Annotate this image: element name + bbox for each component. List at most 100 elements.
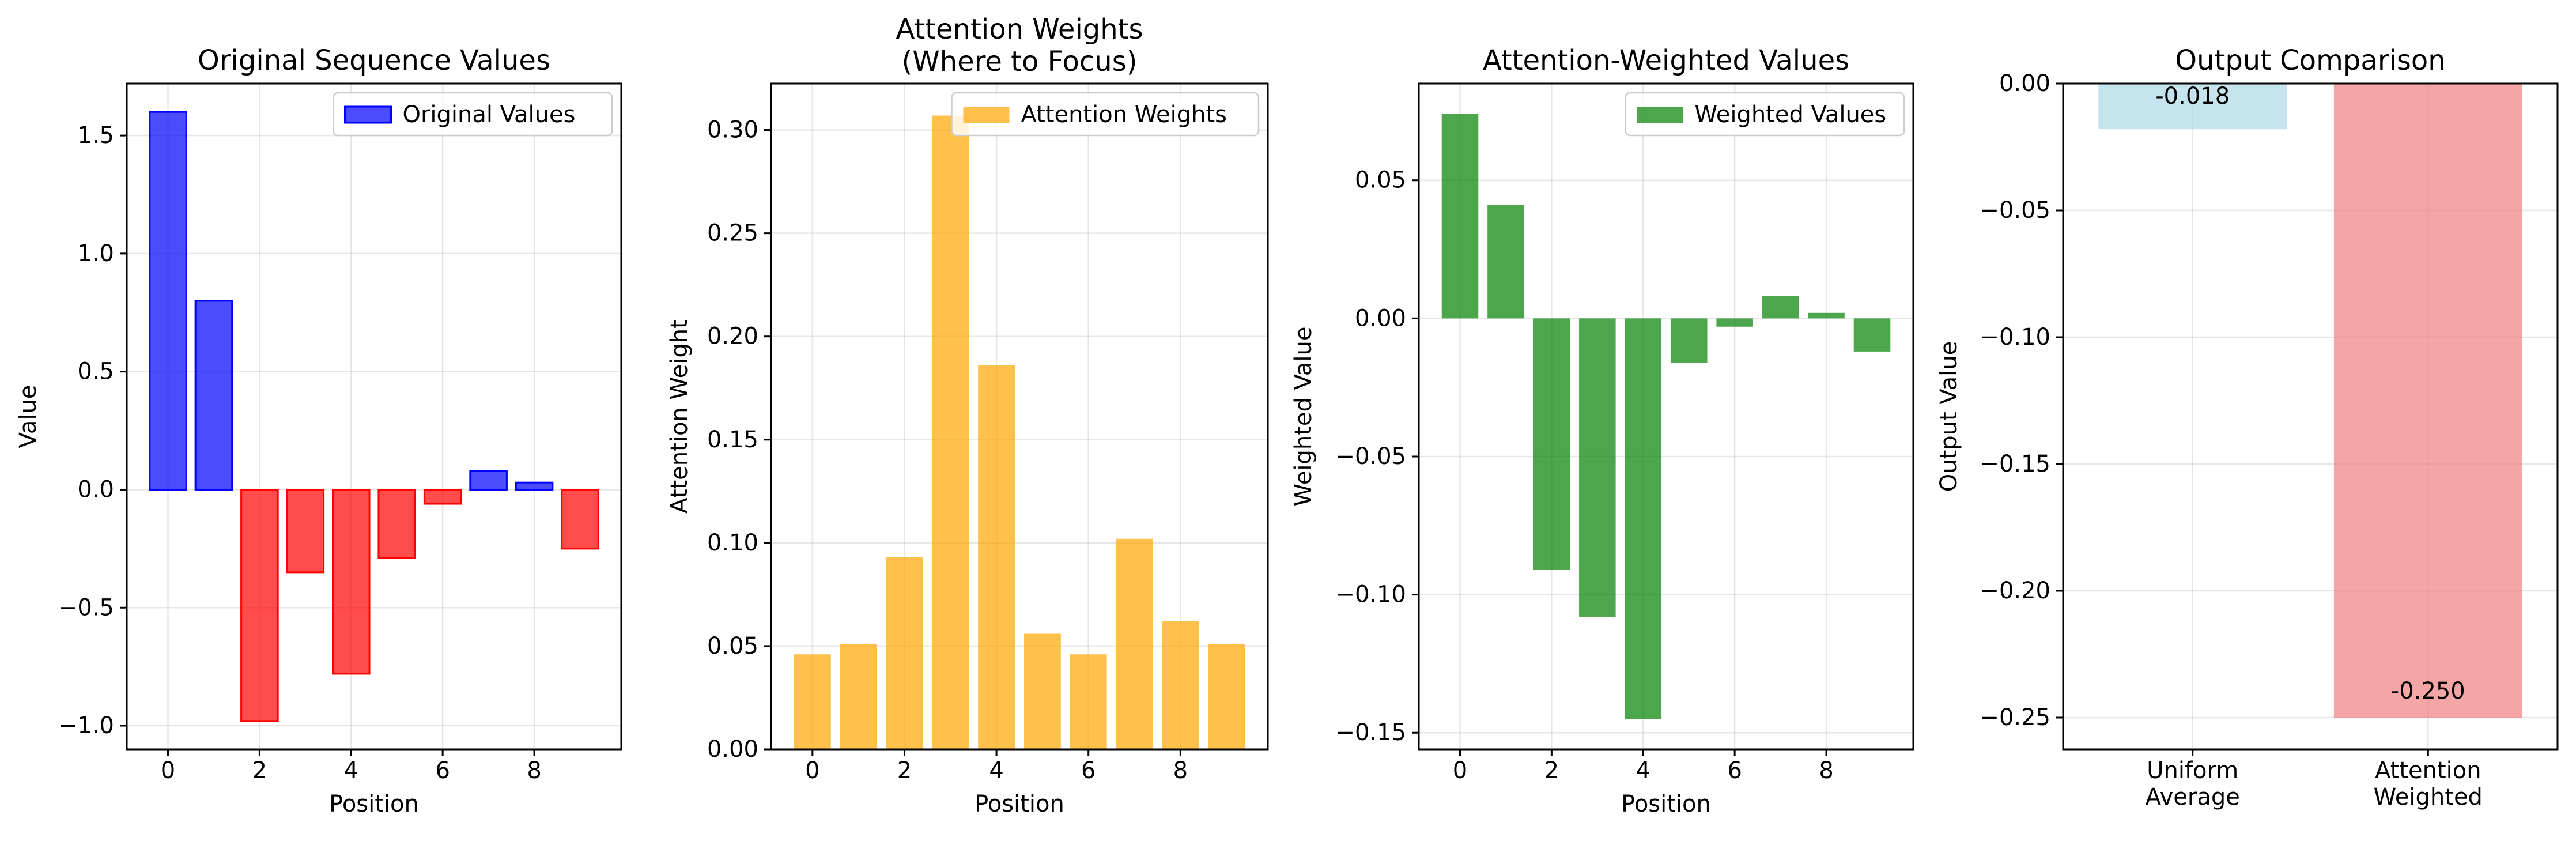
y-axis-label: Attention Weight [666,319,693,514]
y-tick-label: 0.15 [707,427,758,453]
chart-1: 0 2 4 6 8 −1.0 −0.5 0.0 0.5 1.0 1.5 Original Sequen… [15,44,622,817]
chart-title: Attention-Weighted Values [1483,44,1849,77]
y-tick-label: −0.05 [1980,197,2050,224]
x-category-label: Weighted [2374,784,2483,810]
bar-7 [1116,538,1153,749]
bar-8 [1808,312,1845,319]
legend-label: Weighted Values [1695,101,1887,128]
bar-9 [561,488,599,550]
y-axis-label: Weighted Value [1290,327,1317,507]
x-axis-label: Position [329,791,419,817]
x-tick-label: 8 [527,757,541,784]
x-category-label: Average [2146,784,2240,810]
bar-3 [1579,318,1616,617]
legend-frame [333,92,613,137]
legend-swatch [344,105,392,124]
axes-frame [1418,82,1914,751]
legend-label: Original Values [403,101,576,128]
bar-6 [1070,654,1107,749]
y-tick-label: 0.05 [707,633,758,659]
bar-4 [332,488,371,675]
bar-3 [286,488,325,574]
x-category-label: Uniform [2147,757,2238,784]
y-axis-label: Output Value [1936,341,1962,492]
bar-1 [2333,84,2522,718]
chart-title: (Where to Focus) [902,46,1138,78]
x-tick-label: 0 [161,757,175,784]
bar-6 [423,488,462,505]
legend: Original Values [333,92,613,137]
legend: Attention Weights [951,92,1260,137]
bar-9 [1853,318,1891,352]
x-tick-label: 6 [1081,757,1096,784]
bar-0 [1441,114,1479,319]
bar-4 [978,365,1015,749]
y-tick-label: −0.25 [1980,704,2050,731]
bar-0 [149,111,187,491]
y-axis-label: Value [15,385,41,448]
y-tick-label: −0.5 [58,594,114,621]
x-tick-label: 8 [1819,757,1833,784]
bar-9 [1208,644,1245,749]
bar-7 [1762,296,1799,319]
bar-2 [240,488,279,722]
x-tick-label: 2 [252,757,267,784]
y-tick-label: 0.00 [707,736,758,763]
y-tick-label: 0.0 [77,476,114,503]
x-tick-label: 4 [1636,757,1650,784]
legend-label: Attention Weights [1021,101,1227,128]
legend-swatch [963,107,1010,123]
chart-title: Attention Weights [896,13,1143,46]
bar-1 [840,644,877,749]
axes-frame [2062,82,2559,751]
y-tick-label: 0.00 [1355,305,1406,331]
chart-2: 0 2 4 6 8 0.00 0.05 0.10 0.15 0.20 0.25 0.30 Attenti… [666,13,1269,817]
x-tick-label: 0 [1453,757,1467,784]
legend-swatch [1637,107,1683,123]
y-tick-label: −0.05 [1335,443,1406,470]
y-tick-label: 0.00 [1999,70,2050,97]
chart-title: Original Sequence Values [198,44,550,77]
bar-2 [886,557,923,749]
bar-0 [2098,84,2287,130]
x-tick-label: 4 [989,757,1003,784]
bar-5 [1670,318,1708,363]
bar-0 [794,654,831,749]
bar-2 [1533,318,1570,570]
y-tick-label: 0.20 [707,323,758,350]
x-axis-label: Position [975,791,1064,817]
y-tick-label: 0.05 [1355,167,1406,194]
x-tick-label: 2 [1544,757,1559,784]
y-tick-label: 1.0 [77,240,114,267]
y-tick-label: −0.20 [1980,578,2050,604]
y-tick-label: −0.15 [1335,719,1406,746]
chart-3: 0 2 4 6 8 −0.15 −0.10 −0.05 0.00 0.05 Attention-We… [1290,44,1914,817]
y-tick-label: 0.30 [707,117,758,144]
legend-frame [951,92,1260,137]
chart-title: Output Comparison [2175,44,2445,77]
bar-1 [194,300,233,491]
bar-8 [1162,621,1199,749]
x-category-label: Attention [2375,757,2481,784]
bar-1 [1487,205,1524,319]
y-tick-label: −0.10 [1335,582,1406,608]
bar-5 [377,488,417,559]
x-tick-label: 6 [435,757,450,784]
y-tick-label: −0.10 [1980,324,2050,350]
bar-6 [1716,318,1753,327]
data-label-0: -0.018 [2155,83,2230,110]
bar-4 [1625,318,1662,719]
bar-3 [932,115,969,750]
legend: Weighted Values [1625,92,1905,137]
x-tick-label: 8 [1173,757,1188,784]
data-label-1: -0.250 [2391,678,2465,704]
axes-frame [770,82,1269,751]
y-tick-label: −1.0 [58,712,114,739]
axes-frame [126,82,622,751]
legend-frame [1625,92,1905,137]
bar-5 [1023,633,1061,749]
x-axis-label: Position [1621,791,1711,817]
bar-8 [515,481,554,491]
